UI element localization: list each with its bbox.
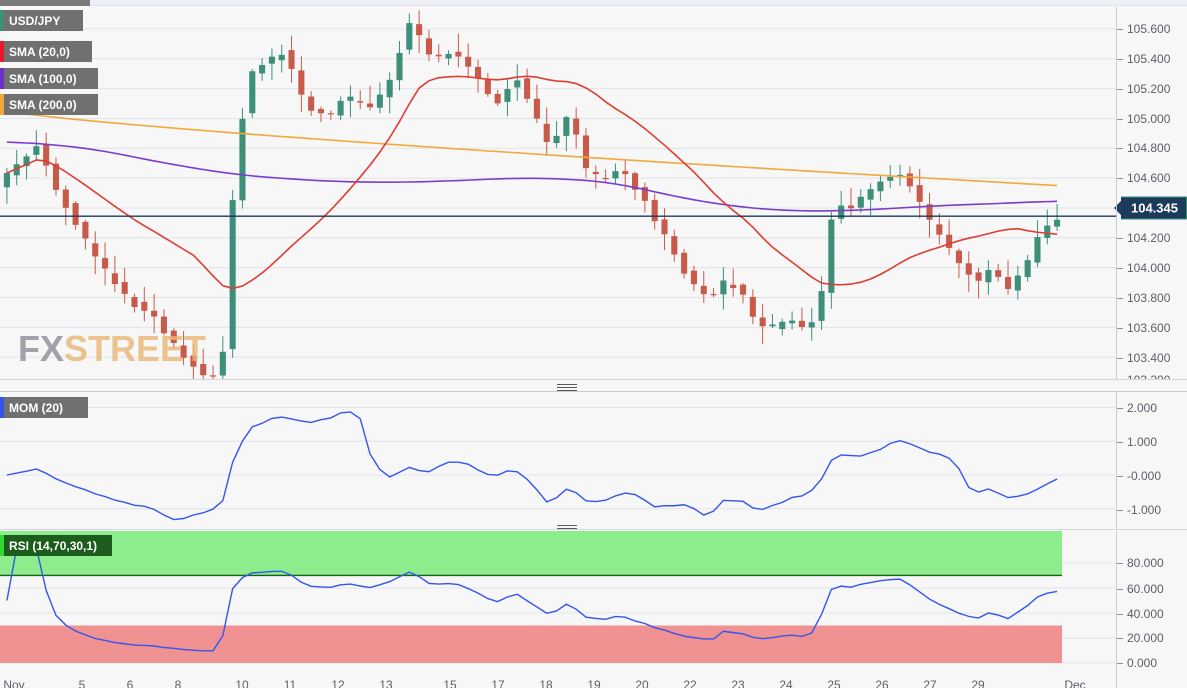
- svg-text:FXSTREET: FXSTREET: [18, 328, 206, 369]
